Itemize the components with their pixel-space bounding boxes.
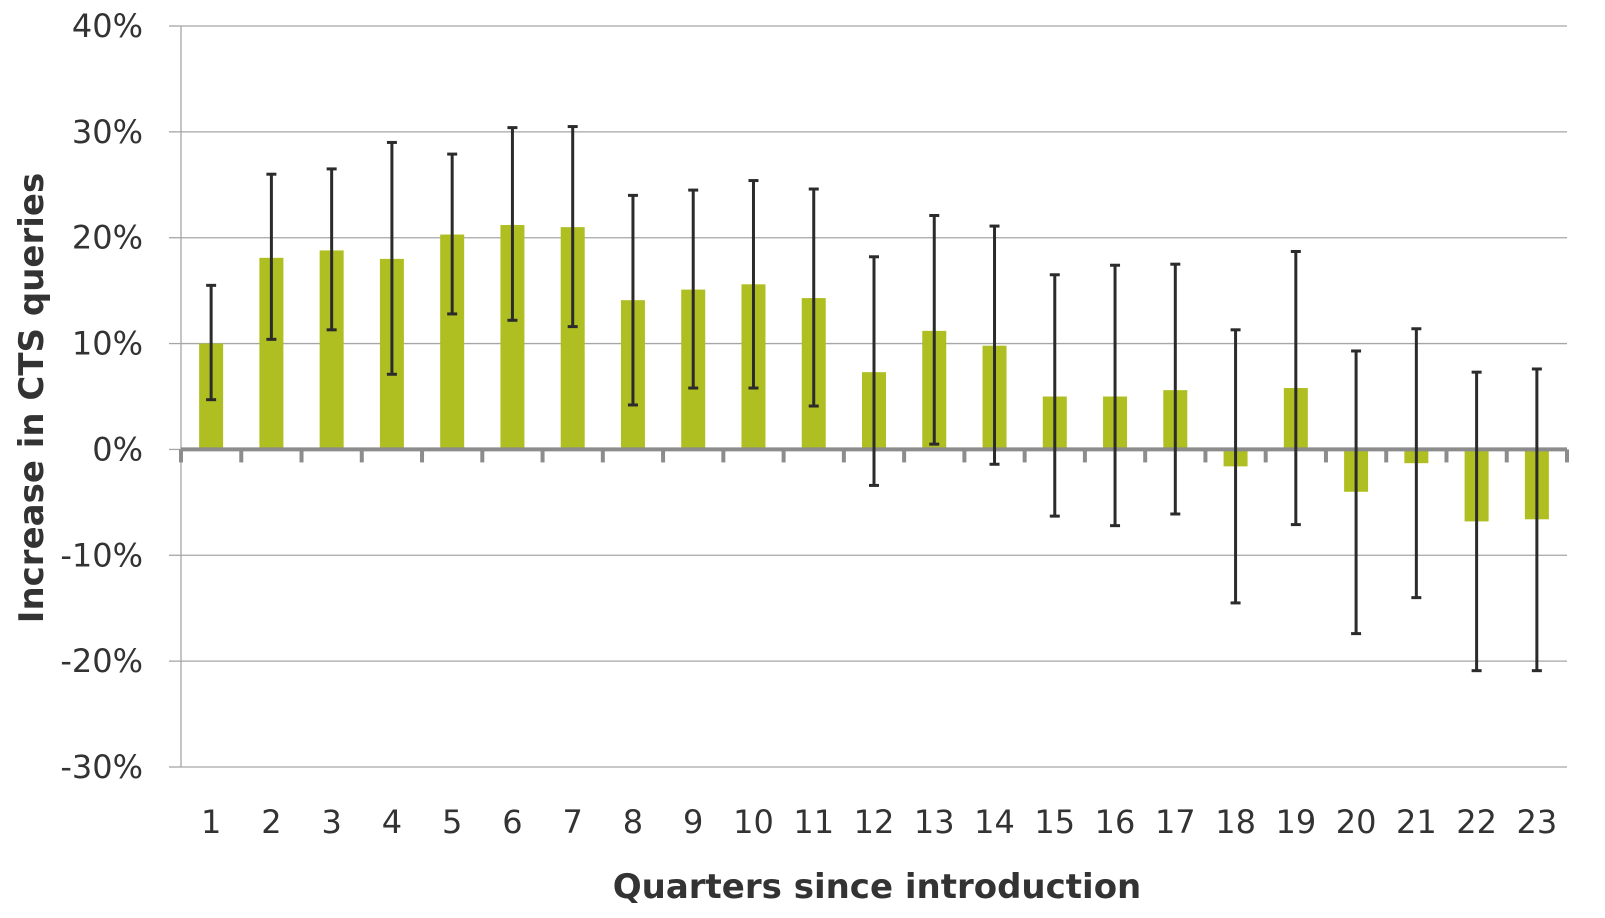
y-tick-label: 40% [72, 7, 143, 45]
y-tick-label: -20% [60, 642, 143, 680]
x-tick-label: 19 [1275, 803, 1316, 841]
x-tick-label: 5 [442, 803, 462, 841]
y-tick-label: 20% [72, 219, 143, 257]
x-tick-label: 2 [261, 803, 281, 841]
x-tick-label: 6 [502, 803, 522, 841]
error-bars [206, 125, 1542, 673]
x-tick-label: 23 [1517, 803, 1558, 841]
x-tick-label: 14 [974, 803, 1015, 841]
y-tick-label: 0% [92, 430, 143, 468]
x-tick-label: 18 [1215, 803, 1256, 841]
x-tick-label: 7 [563, 803, 583, 841]
x-tick-label: 4 [382, 803, 402, 841]
x-tick-label: 3 [321, 803, 341, 841]
x-tick-label: 11 [793, 803, 834, 841]
x-tick-label: 16 [1095, 803, 1136, 841]
y-tick-label: 30% [72, 113, 143, 151]
x-tick-label: 1 [201, 803, 221, 841]
x-tick-label: 13 [914, 803, 955, 841]
y-tick-label: 10% [72, 325, 143, 363]
x-tick-label: 21 [1396, 803, 1437, 841]
y-tick-label: -30% [60, 748, 143, 786]
x-tick-label: 8 [623, 803, 643, 841]
x-tick-label: 12 [854, 803, 895, 841]
x-tick-label: 17 [1155, 803, 1196, 841]
y-tick-label: -10% [60, 536, 143, 574]
x-tick-label: 9 [683, 803, 703, 841]
x-tick-label: 20 [1336, 803, 1377, 841]
gridlines [181, 25, 1567, 768]
x-tick-label: 10 [733, 803, 774, 841]
x-tick-label: 15 [1034, 803, 1075, 841]
x-tick-label: 22 [1456, 803, 1497, 841]
y-axis-title: Increase in CTS queries [12, 173, 52, 623]
x-axis-title: Quarters since introduction [613, 867, 1142, 907]
y-tick-labels: 40% 30% 20% 10% 0% -10% -20% -30% [60, 7, 143, 786]
x-tick-labels: 1 2 3 4 5 6 7 8 9 10 11 12 13 14 15 16 17 18 19 20 21 22 23 [201, 803, 1557, 841]
